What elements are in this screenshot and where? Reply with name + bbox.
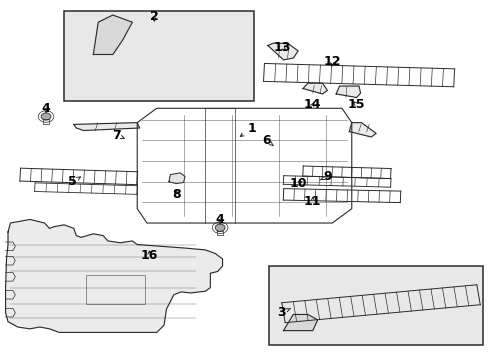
Text: 12: 12 xyxy=(323,55,340,68)
Polygon shape xyxy=(93,15,132,54)
Text: 7: 7 xyxy=(112,129,124,142)
Polygon shape xyxy=(267,43,298,60)
Circle shape xyxy=(215,224,224,231)
Polygon shape xyxy=(74,123,140,131)
Text: 4: 4 xyxy=(41,102,50,115)
Bar xyxy=(86,275,144,304)
Text: 2: 2 xyxy=(150,10,158,23)
Text: 9: 9 xyxy=(320,170,331,183)
Polygon shape xyxy=(168,173,184,184)
Text: 3: 3 xyxy=(276,306,290,319)
Text: 14: 14 xyxy=(304,98,321,111)
Circle shape xyxy=(41,113,51,120)
Text: 15: 15 xyxy=(347,98,365,111)
Polygon shape xyxy=(303,83,327,94)
Text: 1: 1 xyxy=(240,122,256,136)
Text: 16: 16 xyxy=(141,249,158,262)
Text: 6: 6 xyxy=(262,134,273,147)
Text: 10: 10 xyxy=(289,177,306,190)
Polygon shape xyxy=(5,220,222,332)
Bar xyxy=(268,266,483,345)
Polygon shape xyxy=(335,86,360,98)
Bar xyxy=(64,12,254,101)
Text: 4: 4 xyxy=(215,213,224,226)
Text: 13: 13 xyxy=(273,41,291,54)
Text: 5: 5 xyxy=(68,175,80,188)
Polygon shape xyxy=(283,315,317,330)
Polygon shape xyxy=(348,123,375,137)
Text: 8: 8 xyxy=(172,188,180,201)
Text: 11: 11 xyxy=(304,195,321,208)
